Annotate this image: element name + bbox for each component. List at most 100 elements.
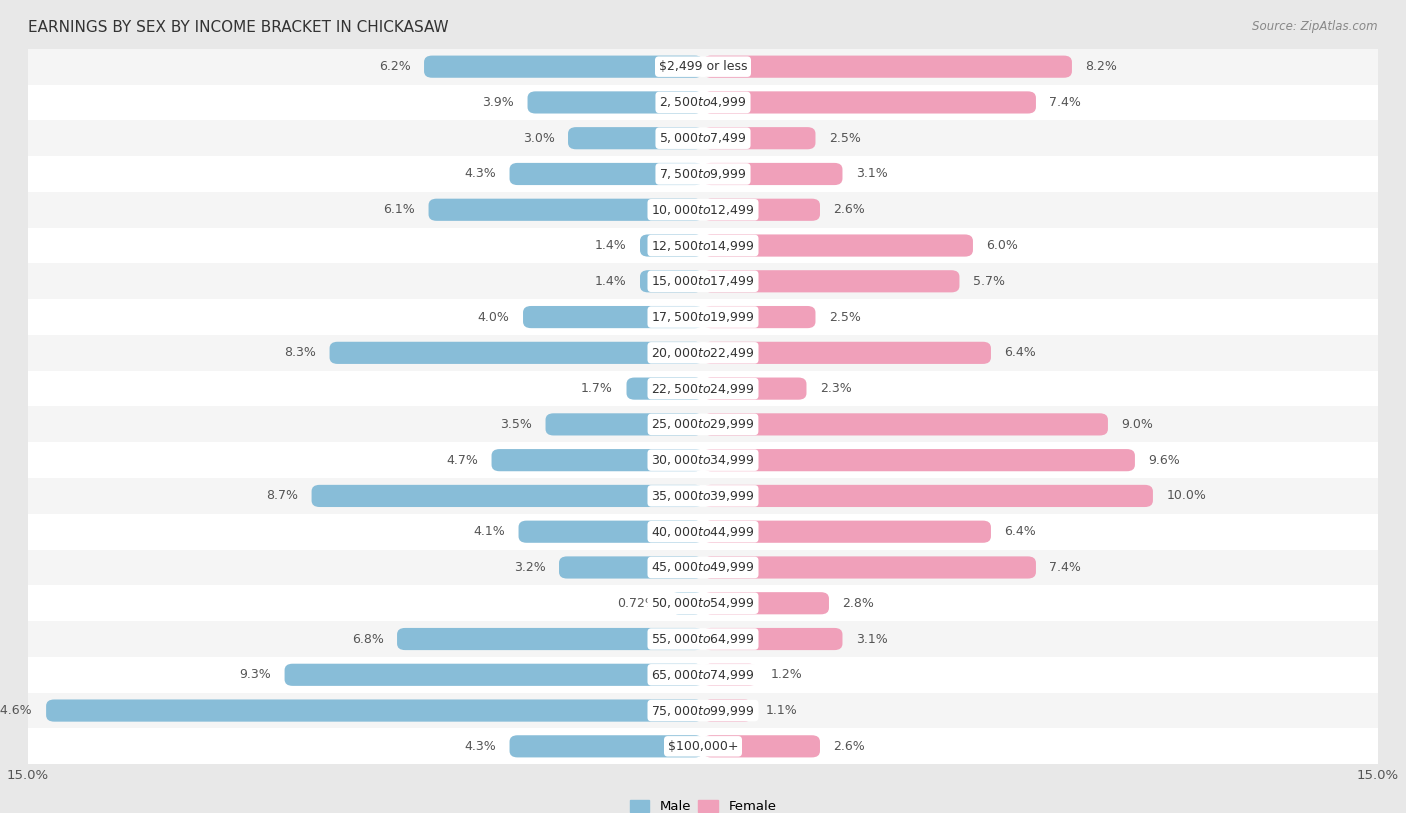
Text: 1.4%: 1.4% xyxy=(595,275,627,288)
Text: 10.0%: 10.0% xyxy=(1167,489,1206,502)
Text: 0.72%: 0.72% xyxy=(617,597,657,610)
FancyBboxPatch shape xyxy=(703,377,807,400)
FancyBboxPatch shape xyxy=(492,449,703,472)
FancyBboxPatch shape xyxy=(560,556,703,579)
Text: $40,000 to $44,999: $40,000 to $44,999 xyxy=(651,524,755,539)
FancyBboxPatch shape xyxy=(329,341,703,364)
Bar xyxy=(28,621,1378,657)
Bar xyxy=(28,263,1378,299)
Bar xyxy=(28,514,1378,550)
Text: $7,500 to $9,999: $7,500 to $9,999 xyxy=(659,167,747,181)
FancyBboxPatch shape xyxy=(703,520,991,543)
FancyBboxPatch shape xyxy=(519,520,703,543)
Text: 8.3%: 8.3% xyxy=(284,346,316,359)
Text: 1.7%: 1.7% xyxy=(581,382,613,395)
Text: 6.1%: 6.1% xyxy=(384,203,415,216)
Text: Source: ZipAtlas.com: Source: ZipAtlas.com xyxy=(1253,20,1378,33)
Text: 2.8%: 2.8% xyxy=(842,597,875,610)
Text: $10,000 to $12,499: $10,000 to $12,499 xyxy=(651,202,755,217)
FancyBboxPatch shape xyxy=(703,127,815,150)
FancyBboxPatch shape xyxy=(568,127,703,150)
FancyBboxPatch shape xyxy=(703,663,756,686)
FancyBboxPatch shape xyxy=(509,163,703,185)
FancyBboxPatch shape xyxy=(527,91,703,114)
Text: 5.7%: 5.7% xyxy=(973,275,1005,288)
Text: 6.4%: 6.4% xyxy=(1004,346,1036,359)
Bar xyxy=(28,192,1378,228)
Text: 4.7%: 4.7% xyxy=(446,454,478,467)
FancyBboxPatch shape xyxy=(703,628,842,650)
Text: 2.6%: 2.6% xyxy=(834,740,865,753)
FancyBboxPatch shape xyxy=(46,699,703,722)
Text: 8.2%: 8.2% xyxy=(1085,60,1118,73)
Text: 2.6%: 2.6% xyxy=(834,203,865,216)
Bar xyxy=(28,228,1378,263)
Text: $25,000 to $29,999: $25,000 to $29,999 xyxy=(651,417,755,432)
Text: $2,499 or less: $2,499 or less xyxy=(659,60,747,73)
Text: 3.5%: 3.5% xyxy=(501,418,531,431)
Bar xyxy=(28,49,1378,85)
FancyBboxPatch shape xyxy=(703,270,959,293)
FancyBboxPatch shape xyxy=(703,306,815,328)
Bar xyxy=(28,335,1378,371)
Bar xyxy=(28,657,1378,693)
Bar xyxy=(28,156,1378,192)
Text: $15,000 to $17,499: $15,000 to $17,499 xyxy=(651,274,755,289)
FancyBboxPatch shape xyxy=(640,234,703,257)
Bar xyxy=(28,406,1378,442)
FancyBboxPatch shape xyxy=(703,556,1036,579)
Text: 1.4%: 1.4% xyxy=(595,239,627,252)
Text: 2.3%: 2.3% xyxy=(820,382,852,395)
Text: $12,500 to $14,999: $12,500 to $14,999 xyxy=(651,238,755,253)
Bar xyxy=(28,585,1378,621)
FancyBboxPatch shape xyxy=(523,306,703,328)
Text: 3.2%: 3.2% xyxy=(513,561,546,574)
FancyBboxPatch shape xyxy=(509,735,703,758)
Text: 2.5%: 2.5% xyxy=(830,311,860,324)
FancyBboxPatch shape xyxy=(703,341,991,364)
FancyBboxPatch shape xyxy=(312,485,703,507)
FancyBboxPatch shape xyxy=(703,234,973,257)
Text: 9.6%: 9.6% xyxy=(1149,454,1180,467)
Text: 8.7%: 8.7% xyxy=(266,489,298,502)
Text: 6.4%: 6.4% xyxy=(1004,525,1036,538)
Legend: Male, Female: Male, Female xyxy=(624,794,782,813)
FancyBboxPatch shape xyxy=(546,413,703,436)
Text: $2,500 to $4,999: $2,500 to $4,999 xyxy=(659,95,747,110)
Text: 3.1%: 3.1% xyxy=(856,633,887,646)
Text: 3.9%: 3.9% xyxy=(482,96,515,109)
FancyBboxPatch shape xyxy=(703,592,830,615)
Text: 3.0%: 3.0% xyxy=(523,132,554,145)
Text: 4.3%: 4.3% xyxy=(464,740,496,753)
Text: 9.3%: 9.3% xyxy=(239,668,271,681)
Bar xyxy=(28,371,1378,406)
Text: 1.1%: 1.1% xyxy=(766,704,797,717)
FancyBboxPatch shape xyxy=(396,628,703,650)
Text: 4.0%: 4.0% xyxy=(478,311,509,324)
FancyBboxPatch shape xyxy=(284,663,703,686)
Text: $22,500 to $24,999: $22,500 to $24,999 xyxy=(651,381,755,396)
Text: 7.4%: 7.4% xyxy=(1049,96,1081,109)
Text: 6.0%: 6.0% xyxy=(987,239,1018,252)
FancyBboxPatch shape xyxy=(627,377,703,400)
Bar xyxy=(28,728,1378,764)
Bar xyxy=(28,550,1378,585)
FancyBboxPatch shape xyxy=(703,735,820,758)
Text: 3.1%: 3.1% xyxy=(856,167,887,180)
FancyBboxPatch shape xyxy=(703,413,1108,436)
Text: $45,000 to $49,999: $45,000 to $49,999 xyxy=(651,560,755,575)
Text: 1.2%: 1.2% xyxy=(770,668,803,681)
Text: 2.5%: 2.5% xyxy=(830,132,860,145)
FancyBboxPatch shape xyxy=(703,485,1153,507)
FancyBboxPatch shape xyxy=(703,699,752,722)
FancyBboxPatch shape xyxy=(425,55,703,78)
Text: 7.4%: 7.4% xyxy=(1049,561,1081,574)
Text: EARNINGS BY SEX BY INCOME BRACKET IN CHICKASAW: EARNINGS BY SEX BY INCOME BRACKET IN CHI… xyxy=(28,20,449,35)
Text: $100,000+: $100,000+ xyxy=(668,740,738,753)
FancyBboxPatch shape xyxy=(703,449,1135,472)
Text: $65,000 to $74,999: $65,000 to $74,999 xyxy=(651,667,755,682)
Text: $50,000 to $54,999: $50,000 to $54,999 xyxy=(651,596,755,611)
FancyBboxPatch shape xyxy=(703,163,842,185)
Text: 6.2%: 6.2% xyxy=(378,60,411,73)
Text: $5,000 to $7,499: $5,000 to $7,499 xyxy=(659,131,747,146)
